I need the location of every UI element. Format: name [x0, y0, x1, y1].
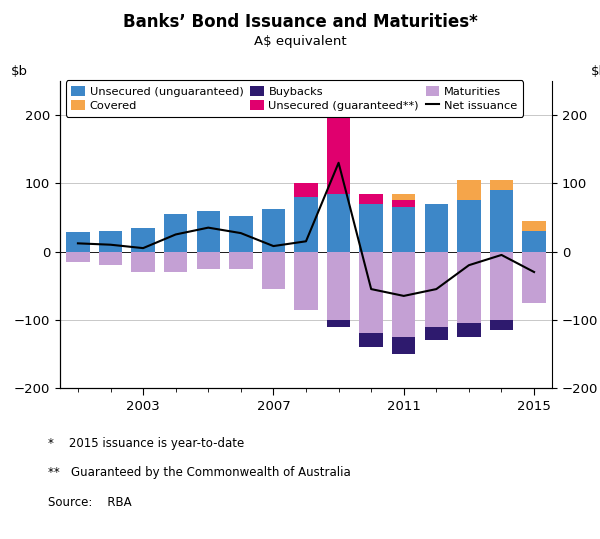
- Bar: [99, 252, 122, 265]
- Bar: [392, 337, 415, 354]
- Bar: [457, 201, 481, 252]
- Bar: [523, 231, 546, 252]
- Bar: [262, 252, 285, 289]
- Bar: [457, 180, 481, 201]
- Bar: [392, 252, 415, 337]
- Bar: [327, 320, 350, 327]
- Bar: [457, 252, 481, 323]
- Text: $b: $b: [11, 65, 28, 78]
- Bar: [229, 252, 253, 268]
- Bar: [66, 252, 89, 262]
- Bar: [327, 252, 350, 320]
- Bar: [294, 183, 318, 197]
- Text: Banks’ Bond Issuance and Maturities*: Banks’ Bond Issuance and Maturities*: [122, 13, 478, 31]
- Bar: [131, 252, 155, 272]
- Bar: [425, 252, 448, 327]
- Text: *    2015 issuance is year-to-date: * 2015 issuance is year-to-date: [48, 437, 244, 450]
- Bar: [229, 216, 253, 252]
- Bar: [327, 194, 350, 252]
- Bar: [164, 252, 187, 272]
- Bar: [294, 197, 318, 252]
- Bar: [359, 194, 383, 204]
- Bar: [490, 252, 513, 320]
- Bar: [523, 221, 546, 231]
- Text: $b: $b: [592, 65, 600, 78]
- Bar: [294, 252, 318, 309]
- Bar: [262, 209, 285, 252]
- Bar: [66, 232, 89, 252]
- Text: Source:    RBA: Source: RBA: [48, 496, 131, 509]
- Bar: [490, 190, 513, 252]
- Bar: [359, 204, 383, 252]
- Bar: [392, 194, 415, 207]
- Bar: [197, 211, 220, 252]
- Bar: [131, 227, 155, 252]
- Bar: [425, 327, 448, 340]
- Text: A$ equivalent: A$ equivalent: [254, 35, 346, 48]
- Bar: [490, 180, 513, 190]
- Bar: [164, 214, 187, 252]
- Bar: [457, 323, 481, 337]
- Text: **   Guaranteed by the Commonwealth of Australia: ** Guaranteed by the Commonwealth of Aus…: [48, 466, 351, 479]
- Legend: Unsecured (unguaranteed), Covered, Buybacks, Unsecured (guaranteed**), Maturitie: Unsecured (unguaranteed), Covered, Buyba…: [65, 80, 523, 116]
- Bar: [490, 320, 513, 330]
- Bar: [327, 94, 350, 194]
- Bar: [392, 207, 415, 252]
- Bar: [523, 252, 546, 303]
- Bar: [392, 201, 415, 207]
- Bar: [99, 231, 122, 252]
- Bar: [197, 252, 220, 268]
- Bar: [359, 252, 383, 334]
- Bar: [359, 334, 383, 347]
- Bar: [425, 204, 448, 252]
